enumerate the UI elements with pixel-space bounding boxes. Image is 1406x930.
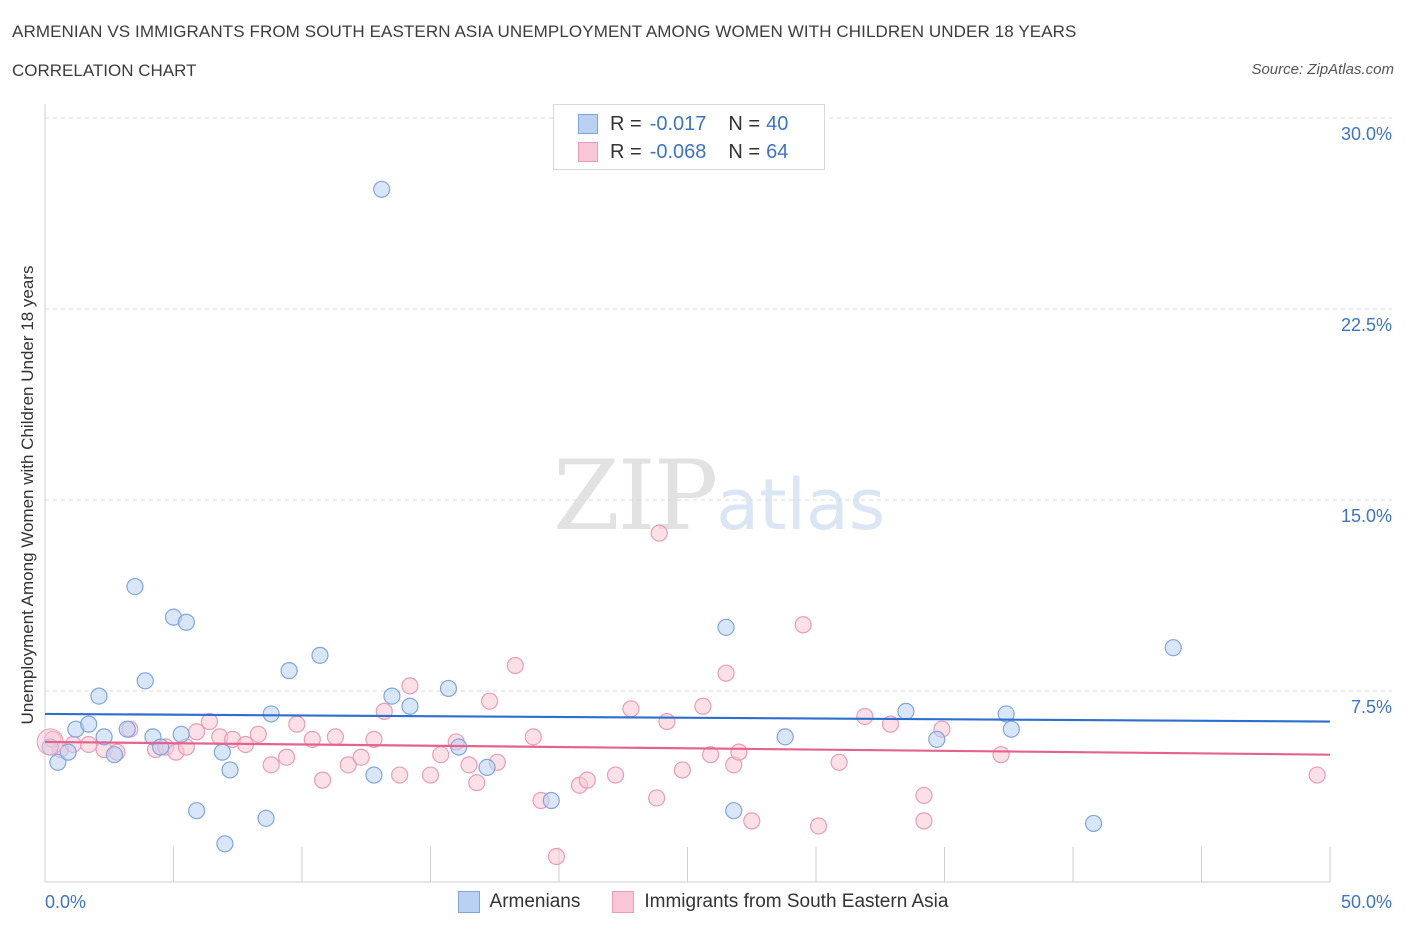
armenian-point xyxy=(281,663,297,679)
r-label: R = xyxy=(610,113,642,136)
armenians-swatch xyxy=(578,114,598,134)
points-layer xyxy=(37,181,1325,864)
armenian-point xyxy=(173,726,189,742)
sea-point xyxy=(916,813,932,829)
armenian-point xyxy=(1086,815,1102,831)
armenian-point xyxy=(718,619,734,635)
armenian-point xyxy=(153,739,169,755)
correlation-legend: R = -0.017 N = 40 R = -0.068 N = 64 xyxy=(553,104,825,170)
armenian-point xyxy=(440,680,456,696)
armenian-point xyxy=(106,747,122,763)
sea-point xyxy=(263,757,279,773)
r-label: R = xyxy=(610,141,642,164)
armenian-point xyxy=(726,803,742,819)
armenian-point xyxy=(91,688,107,704)
y-tick-label: 30.0% xyxy=(1341,124,1392,144)
sea-point xyxy=(811,818,827,834)
armenian-point xyxy=(137,673,153,689)
armenian-point xyxy=(1003,721,1019,737)
armenian-point xyxy=(189,803,205,819)
sea-point xyxy=(831,754,847,770)
sea-trend-line xyxy=(45,742,1330,755)
legend-item-armenians[interactable]: Armenians xyxy=(458,891,581,913)
armenian-point xyxy=(127,579,143,595)
sea-point xyxy=(674,762,690,778)
sea-point xyxy=(857,708,873,724)
sea-point xyxy=(579,772,595,788)
armenian-point xyxy=(777,729,793,745)
armenian-point xyxy=(479,759,495,775)
armenian-point xyxy=(81,716,97,732)
legend-item-sea[interactable]: Immigrants from South Eastern Asia xyxy=(612,891,948,913)
sea-point xyxy=(250,726,266,742)
r-value: -0.017 xyxy=(650,113,707,136)
sea-point xyxy=(695,698,711,714)
sea-point xyxy=(392,767,408,783)
armenian-point xyxy=(222,762,238,778)
armenian-point xyxy=(384,688,400,704)
armenian-point xyxy=(543,793,559,809)
sea-point xyxy=(651,525,667,541)
tick-label-layer: 7.5% 15.0% 22.5% 30.0% 0.0% 50.0% xyxy=(45,124,1392,912)
armenian-point xyxy=(929,731,945,747)
sea-point xyxy=(731,744,747,760)
sea-legend-label: Immigrants from South Eastern Asia xyxy=(644,891,948,913)
series-legend: Armenians Immigrants from South Eastern … xyxy=(0,889,1406,915)
sea-point xyxy=(482,693,498,709)
y-tick-label: 7.5% xyxy=(1351,697,1392,717)
sea-swatch xyxy=(578,142,598,162)
grid-layer xyxy=(45,118,1392,691)
sea-point xyxy=(1309,767,1325,783)
armenians-legend-swatch xyxy=(458,891,480,913)
armenian-point xyxy=(1165,640,1181,656)
sea-point xyxy=(327,729,343,745)
sea-point xyxy=(423,767,439,783)
r-value: -0.068 xyxy=(650,141,707,164)
sea-point xyxy=(993,747,1009,763)
armenians-legend-label: Armenians xyxy=(490,891,581,913)
n-label: N = xyxy=(728,141,760,164)
armenian-point xyxy=(119,721,135,737)
sea-point xyxy=(469,775,485,791)
armenian-point xyxy=(374,181,390,197)
armenian-point xyxy=(402,698,418,714)
n-value: 64 xyxy=(766,141,788,164)
sea-legend-swatch xyxy=(612,891,634,913)
sea-point xyxy=(525,729,541,745)
armenian-point xyxy=(366,767,382,783)
sea-point xyxy=(461,757,477,773)
armenian-point xyxy=(312,647,328,663)
n-label: N = xyxy=(728,113,760,136)
sea-point xyxy=(548,849,564,865)
sea-point xyxy=(279,749,295,765)
armenian-point xyxy=(214,744,230,760)
sea-point xyxy=(623,701,639,717)
y-tick-label: 15.0% xyxy=(1341,506,1392,526)
armenian-point xyxy=(898,703,914,719)
sea-point xyxy=(507,658,523,674)
y-tick-label: 22.5% xyxy=(1341,315,1392,335)
armenian-point xyxy=(263,706,279,722)
sea-point xyxy=(315,772,331,788)
sea-point xyxy=(608,767,624,783)
y-axis-label: Unemployment Among Women with Children U… xyxy=(18,266,38,725)
armenian-point xyxy=(178,614,194,630)
sea-point xyxy=(649,790,665,806)
sea-point xyxy=(402,678,418,694)
legend-row-armenians: R = -0.017 N = 40 xyxy=(578,111,788,137)
n-value: 40 xyxy=(766,113,788,136)
armenian-point xyxy=(217,836,233,852)
armenian-point xyxy=(258,810,274,826)
sea-point xyxy=(433,747,449,763)
sea-point xyxy=(353,749,369,765)
armenian-trend-line xyxy=(45,714,1330,722)
sea-point xyxy=(81,736,97,752)
sea-point xyxy=(659,714,675,730)
sea-point xyxy=(289,716,305,732)
legend-row-sea: R = -0.068 N = 64 xyxy=(578,139,788,165)
sea-point xyxy=(795,617,811,633)
sea-point xyxy=(744,813,760,829)
sea-point xyxy=(718,665,734,681)
sea-point xyxy=(916,787,932,803)
